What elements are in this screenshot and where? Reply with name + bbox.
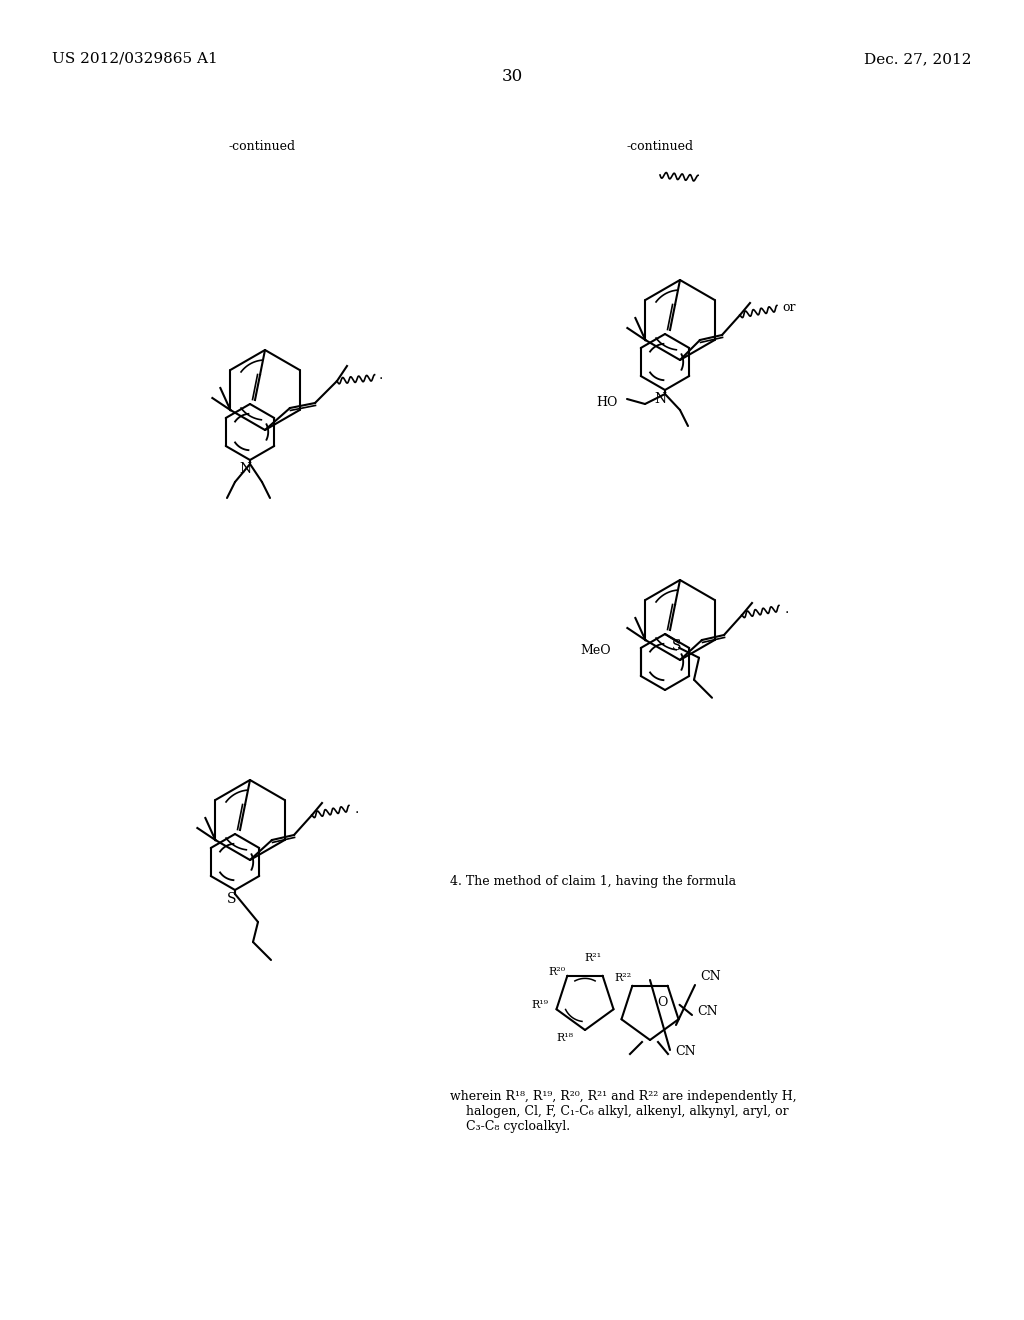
Text: N: N: [654, 392, 666, 407]
Text: CN: CN: [675, 1045, 695, 1059]
Text: Dec. 27, 2012: Dec. 27, 2012: [864, 51, 972, 66]
Text: R²²: R²²: [614, 973, 632, 983]
Text: HO: HO: [596, 396, 617, 408]
Text: R²¹: R²¹: [585, 953, 601, 964]
Text: .: .: [784, 602, 788, 616]
Text: CN: CN: [700, 970, 721, 983]
Text: 30: 30: [502, 69, 522, 84]
Text: or: or: [782, 301, 796, 314]
Text: N: N: [239, 462, 251, 477]
Text: MeO: MeO: [581, 644, 610, 656]
Text: R¹⁹: R¹⁹: [531, 1001, 549, 1010]
Text: CN: CN: [697, 1005, 718, 1018]
Text: 4. The method of claim 1, having the formula: 4. The method of claim 1, having the for…: [450, 875, 736, 888]
Text: .: .: [379, 368, 383, 381]
Text: .: .: [354, 803, 358, 816]
Text: S: S: [227, 892, 237, 906]
Text: O: O: [656, 995, 668, 1008]
Text: S: S: [672, 639, 682, 653]
Text: US 2012/0329865 A1: US 2012/0329865 A1: [52, 51, 218, 66]
Text: -continued: -continued: [228, 140, 296, 153]
Text: R²⁰: R²⁰: [549, 968, 565, 977]
Text: wherein R¹⁸, R¹⁹, R²⁰, R²¹ and R²² are independently H,
    halogen, Cl, F, C₁-C: wherein R¹⁸, R¹⁹, R²⁰, R²¹ and R²² are i…: [450, 1090, 797, 1133]
Text: -continued: -continued: [627, 140, 693, 153]
Text: R¹⁸: R¹⁸: [556, 1034, 573, 1043]
